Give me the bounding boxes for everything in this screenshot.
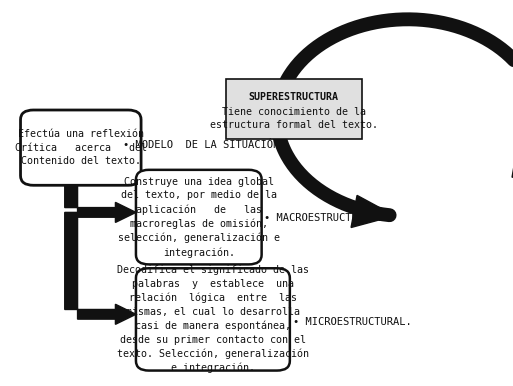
- FancyBboxPatch shape: [136, 170, 262, 264]
- FancyBboxPatch shape: [136, 268, 290, 371]
- Polygon shape: [65, 185, 136, 222]
- Text: • MICROESTRUCTURAL.: • MICROESTRUCTURAL.: [293, 317, 412, 327]
- Text: Efectúa una reflexión
Crítica   acerca   del
Contenido del texto.: Efectúa una reflexión Crítica acerca del…: [15, 129, 147, 166]
- Polygon shape: [65, 212, 136, 324]
- Bar: [226, 79, 362, 139]
- Text: Construye una idea global
del texto, por medio de la
aplicación   de   las
macro: Construye una idea global del texto, por…: [118, 177, 280, 257]
- Text: SUPERESTRUCTURA: SUPERESTRUCTURA: [249, 92, 339, 102]
- Text: • MODELO  DE LA SITUACIÓN.: • MODELO DE LA SITUACIÓN.: [123, 140, 286, 150]
- Text: • MACROESTRUCTURAL.: • MACROESTRUCTURAL.: [264, 213, 383, 223]
- Polygon shape: [351, 195, 394, 227]
- Polygon shape: [512, 143, 513, 177]
- FancyBboxPatch shape: [21, 110, 141, 185]
- Text: Decodifica el significado de las
palabras  y  establece  una
relación  lógica  e: Decodifica el significado de las palabra…: [117, 265, 309, 374]
- Text: Tiene conocimiento de la
estructura formal del texto.: Tiene conocimiento de la estructura form…: [210, 107, 378, 130]
